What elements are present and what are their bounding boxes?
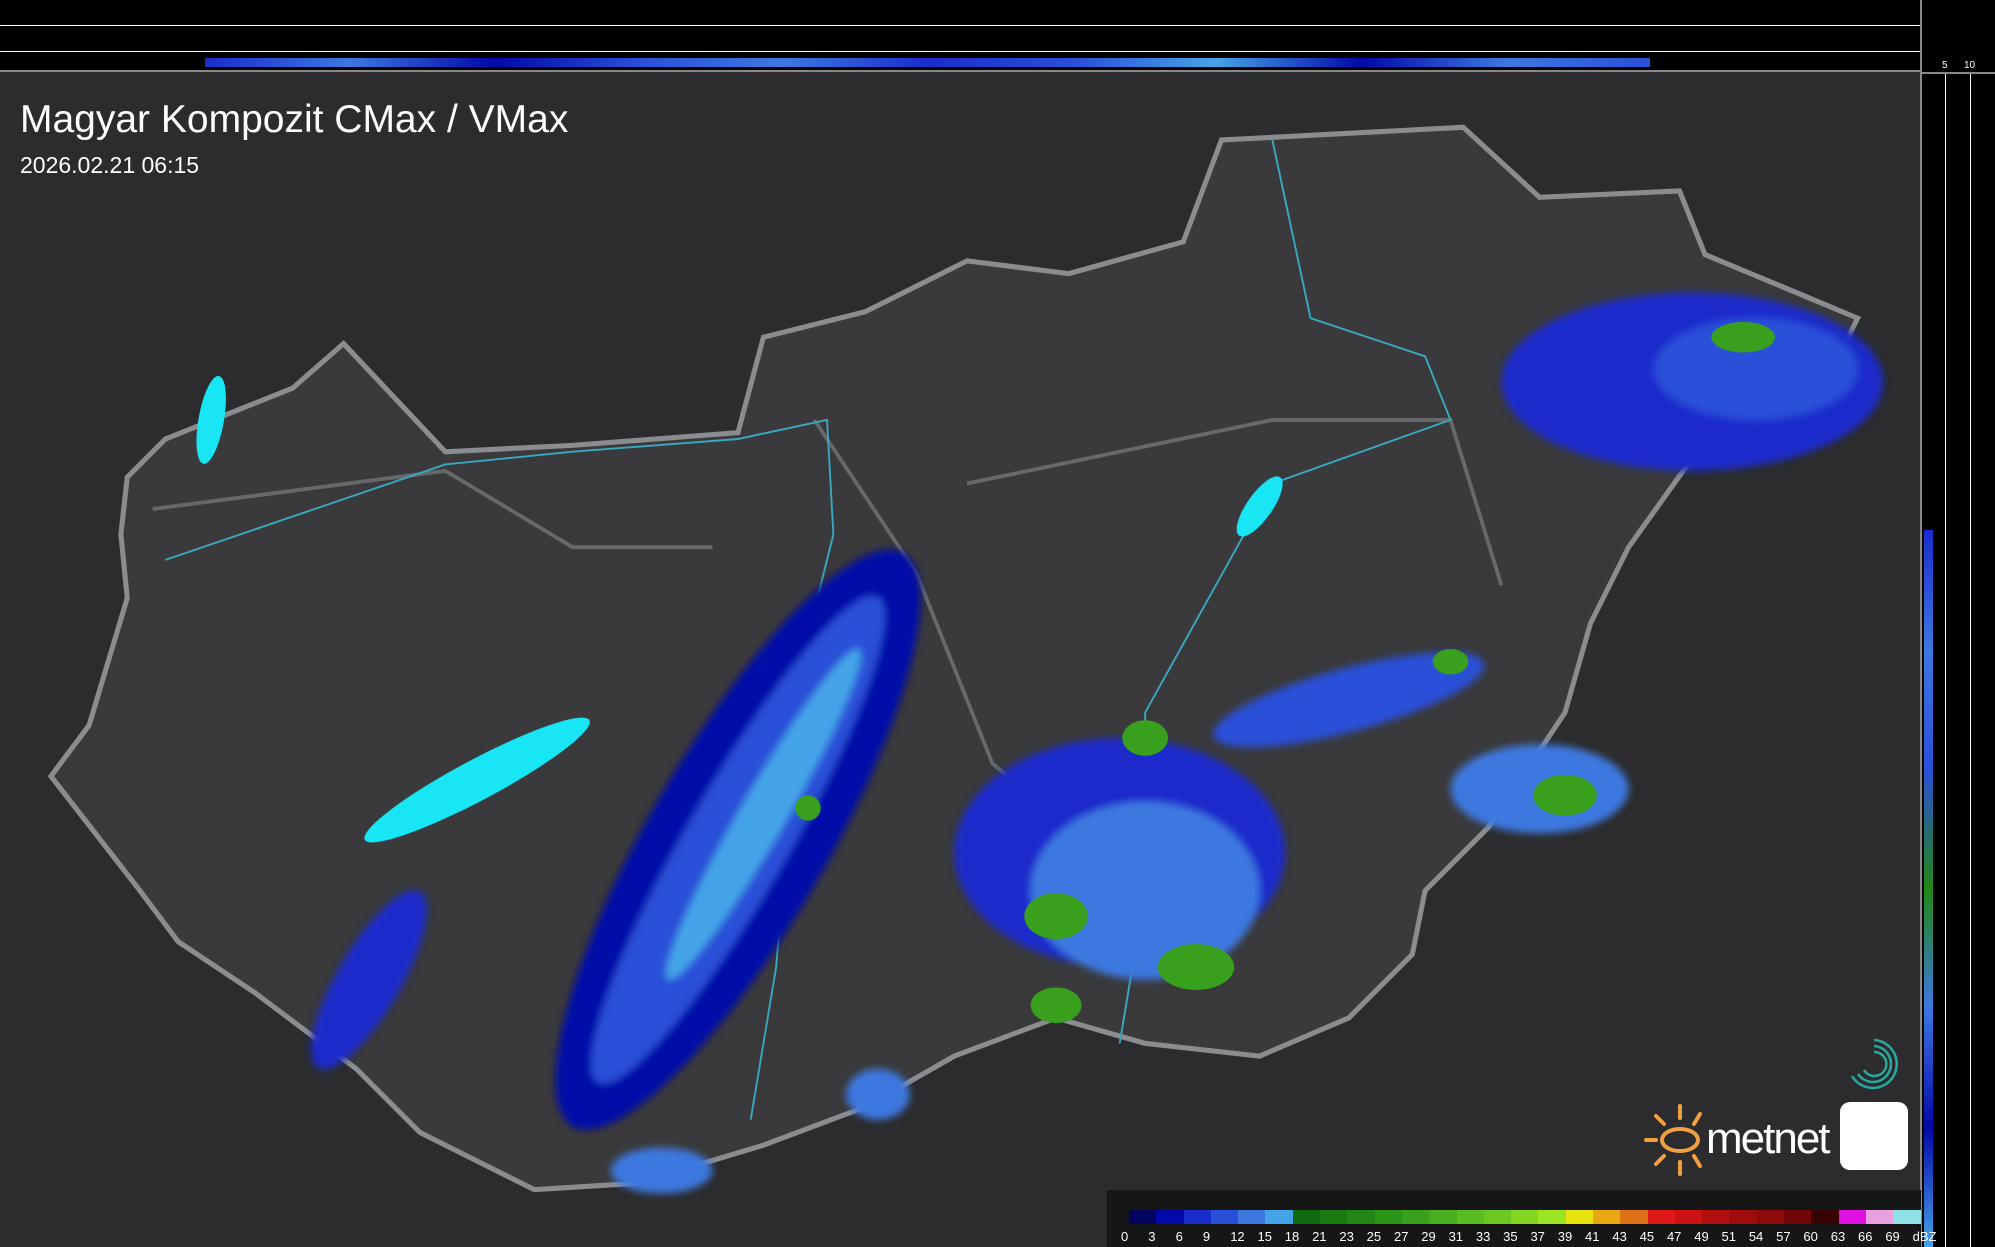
legend-label: 33 [1475,1229,1491,1244]
legend-swatch [1429,1210,1457,1224]
legend-swatch [1674,1210,1703,1224]
legend-label: 41 [1585,1229,1600,1244]
legend-swatch [1238,1210,1266,1224]
legend-label: 37 [1530,1229,1545,1244]
lake-tisza [1236,476,1283,537]
radar-map[interactable]: Magyar Kompozit CMax / VMax 2026.02.21 0… [0,72,1936,1247]
lake-ferto [196,376,226,464]
gridline-5 [1945,72,1946,1247]
color-legend: 0 3 6 9 12 15 18 21 23 25 27 29 31 33 35 37 39 41 43 45 47 49… [1107,1190,1936,1247]
legend-swatch [1401,1210,1430,1224]
legend-label: 15 [1257,1229,1272,1244]
legend-swatch [1183,1210,1211,1224]
legend-label: 69 [1885,1229,1900,1244]
tick-label: 5 [1942,60,1948,71]
legend-label: 47 [1666,1229,1682,1244]
gridline-5 [0,51,1920,52]
tick-label: 10 [1964,60,1976,71]
legend-swatch [1811,1210,1839,1224]
app-icon [1840,1038,1908,1170]
legend-unit: dBZ [1912,1229,1937,1244]
legend-label: 3 [1148,1229,1156,1244]
legend-label: 43 [1612,1229,1627,1244]
legend-label: 31 [1448,1229,1464,1244]
legend-swatch [1538,1210,1566,1224]
gridline-10 [1970,72,1971,1247]
legend-swatch [1593,1210,1621,1224]
legend-swatch [1565,1210,1594,1224]
spiral-icon [1850,1038,1899,1090]
lakes [196,376,1283,843]
profile-axis [1920,72,1995,74]
radar-echoes [311,292,1884,1194]
legend-swatch [1511,1210,1539,1224]
metnet-logo: metnet [1638,1038,1918,1180]
legend-swatch [1647,1210,1675,1224]
legend-swatch [1320,1210,1348,1224]
legend-swatch [1156,1210,1184,1224]
legend-labels: 0 3 6 9 12 15 18 21 23 25 27 29 31 33 35 37 39 41 43 45 47 49… [1121,1229,1940,1244]
legend-label: 6 [1175,1229,1183,1244]
legend-swatch [1838,1210,1867,1224]
profile-baseline [0,70,1920,72]
legend-label: 49 [1694,1229,1709,1244]
legend-label: 23 [1339,1229,1354,1244]
legend-label: 18 [1284,1229,1300,1244]
legend-label: 29 [1421,1229,1436,1244]
lake-balaton [364,717,590,843]
legend-label: 27 [1393,1229,1409,1244]
legend-label: 66 [1858,1229,1873,1244]
legend-label: 21 [1312,1229,1327,1244]
legend-swatch [1729,1210,1757,1224]
moderate-echoes [795,321,1775,1024]
legend-label: 9 [1202,1229,1211,1244]
timestamp: 2026.02.21 06:15 [20,152,200,178]
profile-baseline [1920,0,1922,1247]
logo-text: metnet [1706,1114,1831,1163]
legend-label: 60 [1803,1229,1818,1244]
legend-swatch [1210,1210,1239,1224]
legend-swatch [1374,1210,1402,1224]
legend-swatch [1620,1210,1648,1224]
legend-label: 63 [1830,1229,1846,1244]
map-canvas [47,124,1884,1194]
legend-label: 12 [1230,1229,1245,1244]
legend-swatch [1292,1210,1321,1224]
vertical-profile-top: 10 5 [0,0,1935,72]
legend-label: 39 [1557,1229,1573,1244]
sun-icon [1644,1104,1702,1176]
legend-label: 0 [1121,1229,1129,1244]
gridline-10 [0,25,1920,26]
vertical-profile-right: 5 10 [1920,0,1995,1247]
legend-label: 51 [1721,1229,1736,1244]
hungary-border [47,124,1862,1193]
legend-swatch [1456,1210,1484,1224]
legend-swatch [1129,1210,1157,1224]
legend-label: 45 [1639,1229,1655,1244]
legend-swatch [1784,1210,1812,1224]
legend-swatch [1265,1210,1293,1224]
legend-swatch [1893,1210,1921,1224]
legend-swatch [1483,1210,1512,1224]
legend-label: 54 [1748,1229,1764,1244]
legend-swatches [1129,1210,1921,1224]
legend-swatch [1702,1210,1730,1224]
profile-echo-bar [205,58,1650,67]
legend-label: 25 [1366,1229,1382,1244]
legend-label: 35 [1503,1229,1518,1244]
legend-swatch [1756,1210,1785,1224]
legend-label: 57 [1776,1229,1791,1244]
legend-swatch [1347,1210,1375,1224]
map-title: Magyar Kompozit CMax / VMax [20,98,569,141]
profile-echo-bar [1924,530,1933,1247]
legend-swatch [1866,1210,1894,1224]
